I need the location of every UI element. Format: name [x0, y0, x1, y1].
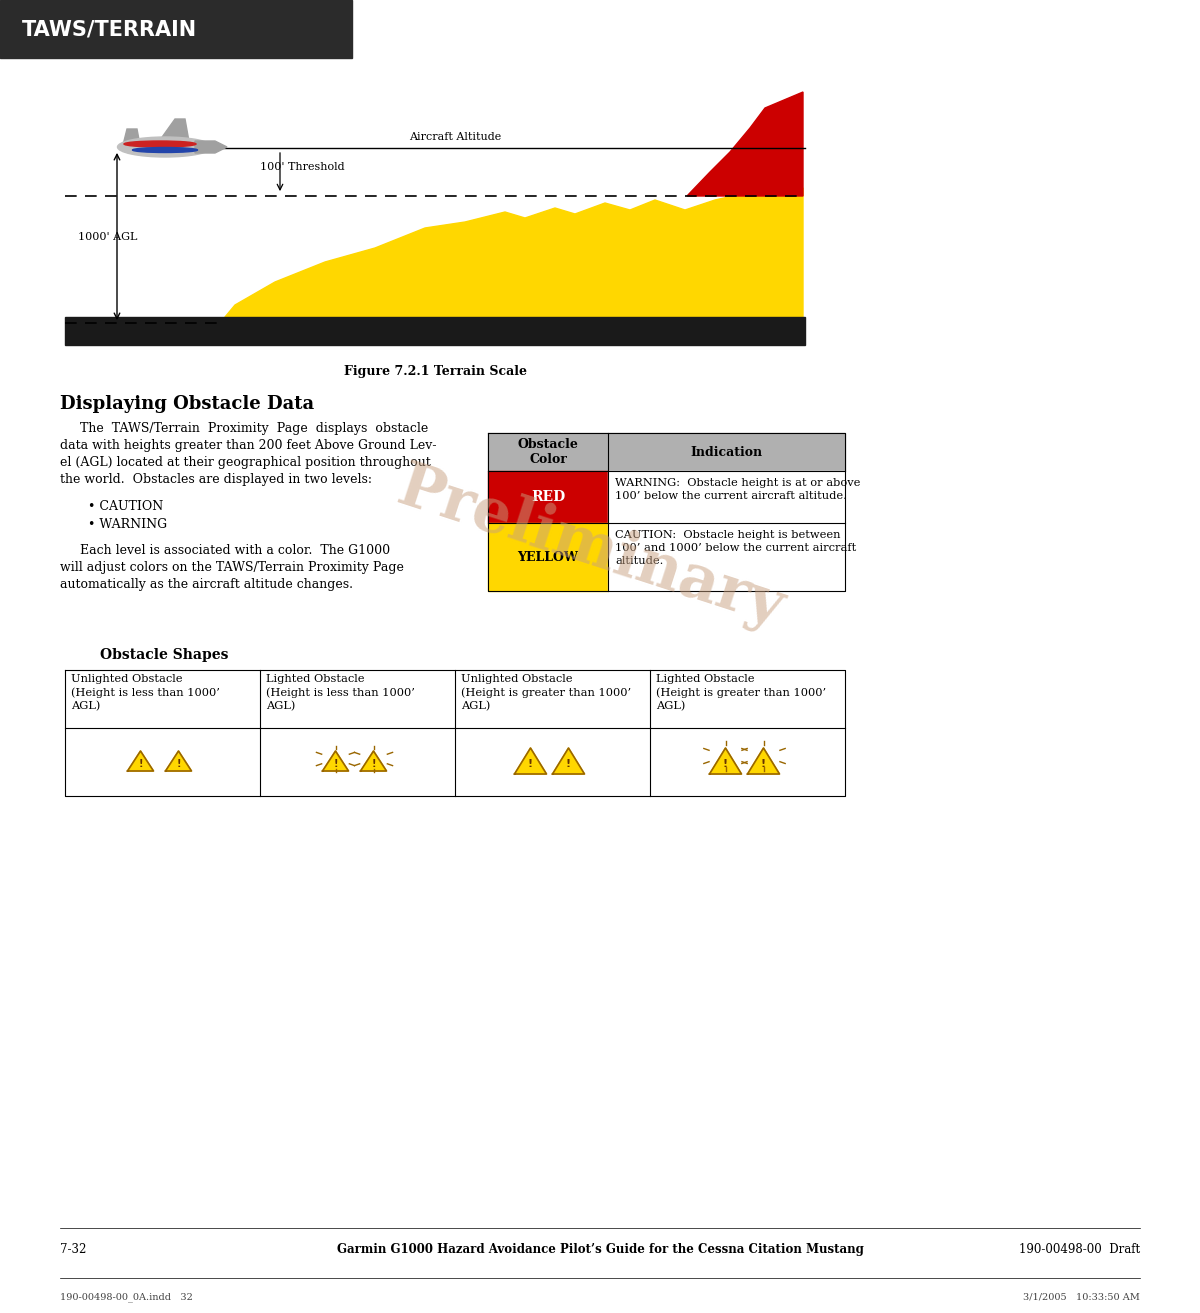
Bar [608, 471, 845, 523]
Text: Obstacle Shapes: Obstacle Shapes [100, 649, 228, 662]
Text: WARNING:  Obstacle height is at or above
100’ below the current aircraft altitud: WARNING: Obstacle height is at or above … [616, 478, 860, 502]
Text: !: ! [528, 759, 533, 769]
FancyArrow shape [194, 140, 227, 154]
Text: !: ! [176, 759, 181, 769]
Text: Preliminary: Preliminary [389, 457, 791, 639]
Polygon shape [323, 751, 348, 771]
Text: Figure 7.2.1 Terrain Scale: Figure 7.2.1 Terrain Scale [343, 365, 527, 378]
Polygon shape [124, 129, 140, 144]
Text: !: ! [722, 759, 728, 769]
Text: Unlighted Obstacle
(Height is greater than 1000’
AGL): Unlighted Obstacle (Height is greater th… [461, 674, 631, 710]
Text: Lighted Obstacle
(Height is greater than 1000’
AGL): Lighted Obstacle (Height is greater than… [656, 674, 826, 710]
Text: Obstacle
Color: Obstacle Color [517, 439, 578, 466]
Text: !: ! [334, 759, 337, 769]
Text: RED: RED [530, 490, 565, 504]
Polygon shape [220, 188, 803, 345]
Text: 3/1/2005   10:33:50 AM: 3/1/2005 10:33:50 AM [1024, 1292, 1140, 1301]
Text: !: ! [138, 759, 143, 769]
Polygon shape [166, 751, 192, 771]
Text: Aircraft Altitude: Aircraft Altitude [409, 133, 502, 142]
Polygon shape [748, 748, 780, 773]
Text: TAWS/TERRAIN: TAWS/TERRAIN [22, 18, 197, 39]
Text: 7-32: 7-32 [60, 1243, 86, 1257]
Bar [0, 0, 352, 58]
Text: Displaying Obstacle Data: Displaying Obstacle Data [60, 395, 314, 414]
Bar [608, 523, 845, 591]
Text: !: ! [566, 759, 571, 769]
Text: 190-00498-00_0A.indd   32: 190-00498-00_0A.indd 32 [60, 1292, 193, 1301]
Text: Indication: Indication [690, 445, 762, 458]
Text: The  TAWS/Terrain  Proximity  Page  displays  obstacle
data with heights greater: The TAWS/Terrain Proximity Page displays… [60, 421, 437, 486]
Polygon shape [127, 751, 154, 771]
Bar [65, 316, 805, 345]
Text: Each level is associated with a color.  The G1000
will adjust colors on the TAWS: Each level is associated with a color. T… [60, 544, 404, 591]
Polygon shape [552, 748, 584, 773]
Text: !: ! [371, 759, 376, 769]
Ellipse shape [124, 140, 196, 147]
Polygon shape [709, 748, 742, 773]
Bar [488, 433, 845, 471]
Text: • CAUTION: • CAUTION [88, 500, 163, 513]
Polygon shape [686, 92, 803, 196]
Text: YELLOW: YELLOW [517, 550, 578, 563]
Bar [488, 523, 608, 591]
Polygon shape [155, 119, 190, 147]
Ellipse shape [118, 137, 212, 158]
Text: Garmin G1000 Hazard Avoidance Pilot’s Guide for the Cessna Citation Mustang: Garmin G1000 Hazard Avoidance Pilot’s Gu… [336, 1243, 864, 1257]
Text: Unlighted Obstacle
(Height is less than 1000’
AGL): Unlighted Obstacle (Height is less than … [71, 674, 220, 710]
Ellipse shape [132, 147, 198, 152]
Text: • WARNING: • WARNING [88, 519, 167, 530]
Text: 1000' AGL: 1000' AGL [78, 232, 137, 242]
Bar [488, 471, 608, 523]
Text: 190-00498-00  Draft: 190-00498-00 Draft [1019, 1243, 1140, 1257]
Polygon shape [360, 751, 386, 771]
Text: 100' Threshold: 100' Threshold [260, 161, 344, 172]
Text: Lighted Obstacle
(Height is less than 1000’
AGL): Lighted Obstacle (Height is less than 10… [266, 674, 415, 710]
Text: !: ! [761, 759, 766, 769]
Polygon shape [515, 748, 546, 773]
Text: CAUTION:  Obstacle height is between
100’ and 1000’ below the current aircraft
a: CAUTION: Obstacle height is between 100’… [616, 530, 857, 566]
